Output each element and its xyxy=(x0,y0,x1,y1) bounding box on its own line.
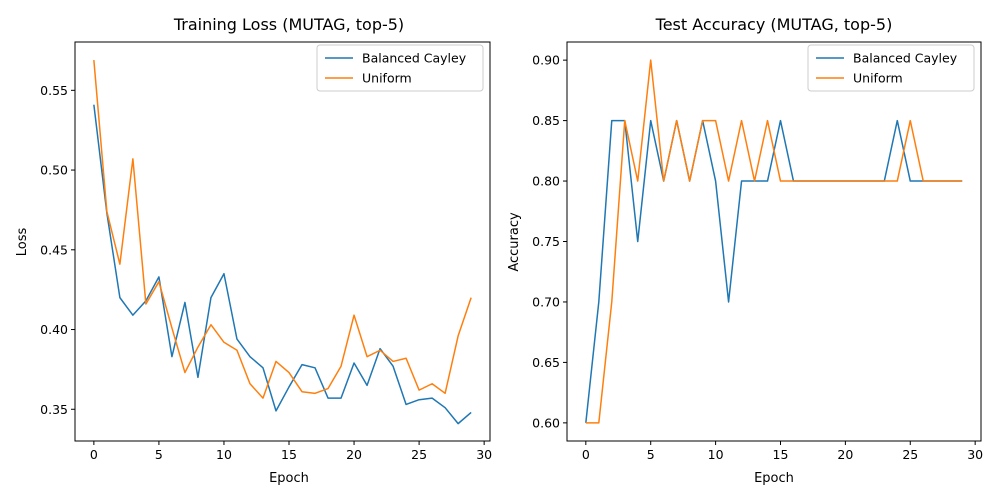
chart-title: Test Accuracy (MUTAG, top-5) xyxy=(655,15,893,34)
y-axis-label: Accuracy xyxy=(507,212,522,272)
x-tick-label: 0 xyxy=(582,447,590,462)
x-tick-label: 30 xyxy=(967,447,983,462)
plot-frame xyxy=(566,41,982,442)
test-accuracy-chart: Test Accuracy (MUTAG, top-5) Epoch Accur… xyxy=(507,15,983,486)
y-tick-label: 0.40 xyxy=(40,322,68,337)
y-tick-label: 0.80 xyxy=(532,174,560,189)
x-axis-label: Epoch xyxy=(269,471,309,486)
x-tick-label: 10 xyxy=(216,447,232,462)
legend-label: Balanced Cayley xyxy=(853,51,958,66)
x-tick-label: 5 xyxy=(647,447,655,462)
axis-ticks: 0 5 10 15 20 25 30 0.35 0.40 0.45 0.50 0.55 xyxy=(40,83,492,462)
legend-label: Uniform xyxy=(853,71,903,86)
y-tick-label: 0.50 xyxy=(40,163,68,178)
x-tick-label: 10 xyxy=(708,447,724,462)
series-lines xyxy=(585,59,963,424)
x-tick-label: 25 xyxy=(902,447,918,462)
y-tick-label: 0.70 xyxy=(532,294,560,309)
x-axis-label: Epoch xyxy=(754,471,794,486)
series-line xyxy=(93,104,472,425)
y-tick-label: 0.75 xyxy=(532,234,560,249)
y-tick-label: 0.90 xyxy=(532,53,560,68)
x-tick-label: 15 xyxy=(281,447,297,462)
legend-frame xyxy=(807,44,975,92)
legend: Balanced Cayley Uniform xyxy=(316,44,484,92)
x-tick-label: 30 xyxy=(476,447,492,462)
series-line xyxy=(93,59,472,399)
y-tick-label: 0.60 xyxy=(532,415,560,430)
x-tick-label: 0 xyxy=(90,447,98,462)
training-loss-chart: Training Loss (MUTAG, top-5) Epoch Loss … xyxy=(15,15,492,486)
axis-ticks: 0 5 10 15 20 25 30 0.60 0.65 0.70 0.75 0.80 0.85 0.90 xyxy=(532,53,983,462)
legend-label: Balanced Cayley xyxy=(362,51,467,66)
plot-frame xyxy=(74,41,491,442)
y-tick-label: 0.65 xyxy=(532,355,560,370)
series-lines xyxy=(93,59,472,425)
y-tick-label: 0.55 xyxy=(40,83,68,98)
series-line xyxy=(585,59,963,424)
y-tick-label: 0.45 xyxy=(40,242,68,257)
chart-title: Training Loss (MUTAG, top-5) xyxy=(173,15,404,34)
x-tick-label: 25 xyxy=(411,447,427,462)
y-axis-label: Loss xyxy=(15,228,30,257)
x-tick-label: 15 xyxy=(773,447,789,462)
legend-frame xyxy=(316,44,484,92)
x-tick-label: 20 xyxy=(837,447,853,462)
legend: Balanced Cayley Uniform xyxy=(807,44,975,92)
x-tick-label: 5 xyxy=(155,447,163,462)
y-tick-label: 0.85 xyxy=(532,113,560,128)
x-tick-label: 20 xyxy=(346,447,362,462)
legend-label: Uniform xyxy=(362,71,412,86)
y-tick-label: 0.35 xyxy=(40,402,68,417)
